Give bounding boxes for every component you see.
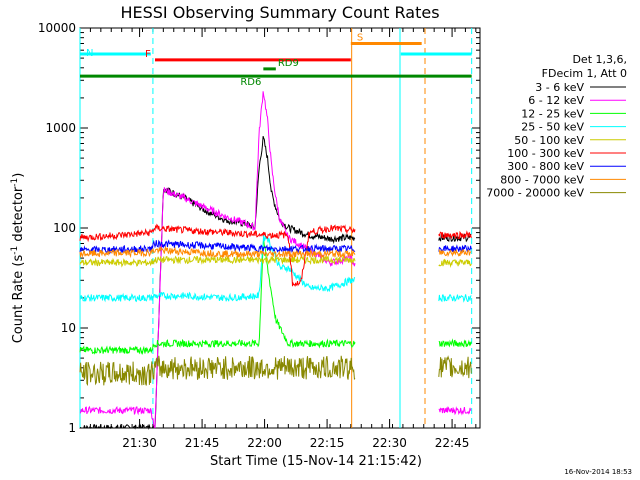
x-tick-label: 22:15	[310, 436, 345, 450]
series-line-4	[79, 254, 472, 268]
x-axis: 21:30 21:45 22:00 22:15 22:30 22:45	[79, 28, 477, 450]
series-line-7	[79, 245, 472, 260]
flag-label-rd6: RD6	[240, 77, 261, 88]
legend-entry-label: 3 - 6 keV	[535, 81, 584, 94]
legend-entry-label: 100 - 300 keV	[507, 147, 584, 160]
legend-entry-label: 6 - 12 keV	[528, 94, 584, 107]
flag-label-rd9: RD9	[278, 58, 299, 69]
legend-entry-label: 7000 - 20000 keV	[486, 187, 584, 200]
series-line-3	[79, 234, 472, 303]
flag-bars: N S F RD9 RD6	[80, 32, 472, 88]
series-line-5	[79, 223, 472, 287]
x-axis-label: Start Time (15-Nov-14 21:15:42)	[210, 454, 422, 469]
series-line-0	[79, 136, 472, 430]
y-tick-label: 1000	[45, 121, 76, 135]
generated-timestamp: 16-Nov-2014 18:53	[564, 468, 632, 476]
series-line-2	[79, 240, 472, 356]
legend-entry-label: 50 - 100 keV	[514, 134, 584, 147]
flag-label-f: F	[145, 49, 151, 60]
legend-entry-label: 300 - 800 keV	[507, 160, 584, 173]
chart-title: HESSI Observing Summary Count Rates	[120, 3, 439, 22]
legend-entry-label: 25 - 50 keV	[521, 121, 584, 134]
flag-label-s: S	[357, 32, 363, 43]
y-tick-label: 100	[53, 221, 76, 235]
legend-header-line-1: Det 1,3,6,	[572, 53, 627, 66]
x-tick-label: 21:30	[122, 436, 157, 450]
vertical-markers	[79, 28, 473, 428]
y-axis: 1 10 100 1000 10000	[38, 21, 480, 435]
legend-entry-label: 12 - 25 keV	[521, 107, 584, 120]
x-tick-label: 22:00	[247, 436, 282, 450]
legend-entry-label: 800 - 7000 keV	[500, 173, 584, 186]
y-tick-label: 1	[68, 421, 76, 435]
y-tick-label: 10	[61, 321, 76, 335]
x-tick-label: 22:45	[435, 436, 470, 450]
series-line-8	[79, 355, 472, 387]
series-lines	[79, 91, 472, 430]
x-tick-label: 22:30	[372, 436, 407, 450]
x-tick-label: 21:45	[185, 436, 220, 450]
y-axis-label: Count Rate (s-1 detector-1)	[10, 173, 26, 344]
flag-label-n: N	[86, 48, 93, 59]
legend-header-line-2: FDecim 1, Att 0	[542, 67, 627, 80]
y-tick-label: 10000	[38, 21, 76, 35]
